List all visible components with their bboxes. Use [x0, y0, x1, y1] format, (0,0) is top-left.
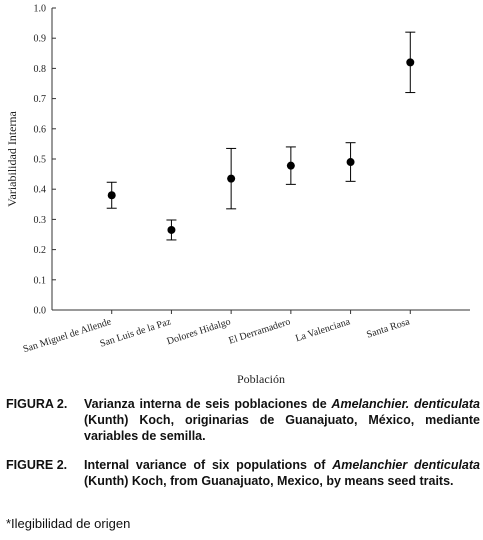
note: *Ilegibilidad de origen	[6, 516, 131, 531]
caption-label: FIGURE 2.	[6, 458, 68, 472]
point	[107, 191, 116, 200]
x-tick-label: San Miguel de Allende	[22, 316, 113, 355]
y-tick-label: 0.9	[34, 34, 47, 45]
point	[406, 58, 415, 67]
point	[227, 174, 236, 183]
y-tick-label: 0.7	[34, 94, 47, 105]
point	[286, 161, 295, 170]
x-tick-label: Santa Rosa	[365, 316, 411, 340]
caption-species: Amelanchier denticulata	[332, 458, 480, 472]
x-axis-title: Población	[237, 372, 285, 386]
caption: FIGURE 2. Internal variance of six popul…	[6, 457, 480, 489]
y-tick-label: 0.6	[34, 124, 47, 135]
caption-species: Amelanchier. denticulata	[331, 397, 480, 411]
chart: Variabilidad Interna Población 0.0 0.1 0.2…	[5, 4, 470, 386]
caption: FIGURA 2. Varianza interna de seis pobla…	[6, 396, 480, 444]
y-tick-label: 0.3	[34, 215, 47, 226]
caption-label: FIGURA 2.	[6, 397, 68, 411]
caption-part: (Kunth) Koch, originarias de Guanajuato,…	[84, 413, 480, 443]
caption-text: Internal variance of six populations of …	[84, 457, 480, 489]
y-tick-label: 1.0	[34, 4, 47, 15]
y-tick-label: 0.0	[34, 306, 47, 317]
point	[346, 158, 355, 167]
caption-text: Varianza interna de seis poblaciones de …	[84, 396, 480, 444]
y-tick-label: 0.4	[34, 185, 47, 196]
y-tick-label: 0.5	[34, 155, 47, 166]
caption-part: Internal variance of six populations of	[84, 458, 333, 472]
y-tick-label: 0.8	[34, 64, 47, 75]
caption-part: Varianza interna de seis poblaciones de	[84, 397, 332, 411]
caption-part: (Kunth) Koch, from Guanajuato, Mexico, b…	[84, 474, 454, 488]
y-tick-label: 0.2	[34, 245, 47, 256]
y-tick-label: 0.1	[34, 275, 47, 286]
x-tick-label: El Derramadero	[227, 316, 291, 346]
point	[167, 225, 176, 234]
y-axis-title: Variabilidad Interna	[5, 111, 19, 207]
x-tick-label: Dolores Hidalgo	[166, 316, 233, 347]
x-tick-label: La Valenciana	[294, 316, 352, 344]
